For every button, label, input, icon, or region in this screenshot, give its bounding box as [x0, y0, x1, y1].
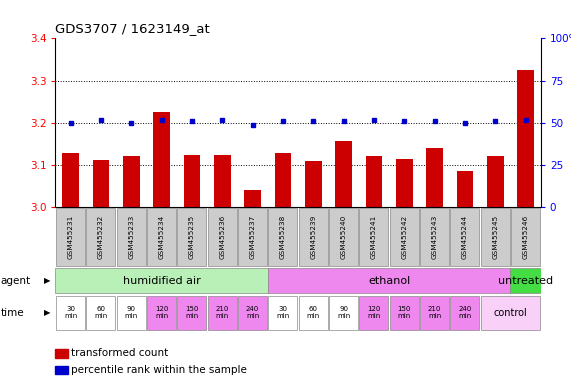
Text: 120
min: 120 min	[155, 306, 168, 319]
Bar	[420, 296, 449, 329]
Bar	[55, 268, 268, 293]
Text: humidified air: humidified air	[123, 276, 200, 286]
Text: GSM455237: GSM455237	[250, 215, 256, 259]
Bar	[244, 190, 261, 207]
Text: ▶: ▶	[43, 308, 50, 317]
Bar	[268, 208, 297, 266]
Bar	[147, 296, 176, 329]
Text: 30
min: 30 min	[64, 306, 77, 319]
Bar	[365, 156, 382, 207]
Text: GSM455234: GSM455234	[159, 215, 164, 259]
Text: GSM455241: GSM455241	[371, 215, 377, 259]
Text: 150
min: 150 min	[397, 306, 411, 319]
Bar	[359, 296, 388, 329]
Text: ethanol: ethanol	[368, 276, 410, 286]
Text: GSM455239: GSM455239	[310, 215, 316, 259]
Text: GDS3707 / 1623149_at: GDS3707 / 1623149_at	[55, 22, 210, 35]
Bar	[56, 208, 85, 266]
Text: 90
min: 90 min	[337, 306, 350, 319]
Text: GSM455238: GSM455238	[280, 215, 286, 259]
Bar	[335, 141, 352, 207]
Bar	[208, 208, 237, 266]
Bar	[517, 70, 534, 207]
Bar	[116, 296, 146, 329]
Bar	[178, 296, 207, 329]
Text: GSM455231: GSM455231	[67, 215, 74, 259]
Bar	[123, 156, 139, 207]
Text: control: control	[493, 308, 527, 318]
Text: GSM455242: GSM455242	[401, 215, 407, 259]
Bar	[329, 296, 358, 329]
Text: 60
min: 60 min	[94, 306, 107, 319]
Bar	[268, 268, 510, 293]
Text: GSM455246: GSM455246	[522, 215, 529, 259]
Bar	[426, 148, 443, 207]
Text: 210
min: 210 min	[215, 306, 229, 319]
Bar	[487, 156, 504, 207]
Text: GSM455244: GSM455244	[462, 215, 468, 259]
Bar	[62, 153, 79, 207]
Bar	[305, 161, 321, 207]
Bar	[238, 296, 267, 329]
Bar	[389, 208, 419, 266]
Bar	[238, 208, 267, 266]
Text: transformed count: transformed count	[71, 348, 168, 358]
Bar	[420, 208, 449, 266]
Text: GSM455232: GSM455232	[98, 215, 104, 259]
Bar	[299, 296, 328, 329]
Bar	[208, 296, 237, 329]
Text: GSM455245: GSM455245	[492, 215, 498, 259]
Bar	[275, 153, 291, 207]
Text: GSM455236: GSM455236	[219, 215, 225, 259]
Bar	[183, 154, 200, 207]
Text: agent: agent	[1, 276, 31, 286]
Text: 150
min: 150 min	[185, 306, 199, 319]
Bar	[299, 208, 328, 266]
Text: 30
min: 30 min	[276, 306, 289, 319]
Bar	[510, 268, 541, 293]
Bar	[389, 296, 419, 329]
Bar	[56, 296, 85, 329]
Bar	[481, 208, 510, 266]
Text: 90
min: 90 min	[124, 306, 138, 319]
Text: GSM455235: GSM455235	[189, 215, 195, 259]
Text: time: time	[1, 308, 24, 318]
Bar	[147, 208, 176, 266]
Bar	[481, 296, 540, 329]
Text: 60
min: 60 min	[307, 306, 320, 319]
Bar	[153, 112, 170, 207]
Text: 210
min: 210 min	[428, 306, 441, 319]
Text: 240
min: 240 min	[459, 306, 472, 319]
Bar	[86, 208, 115, 266]
Bar	[329, 208, 358, 266]
Bar	[511, 208, 540, 266]
Bar	[93, 160, 109, 207]
Bar	[268, 296, 297, 329]
Bar	[86, 296, 115, 329]
Text: untreated: untreated	[498, 276, 553, 286]
Bar	[451, 208, 480, 266]
Text: percentile rank within the sample: percentile rank within the sample	[71, 365, 247, 375]
Bar	[116, 208, 146, 266]
Bar	[178, 208, 207, 266]
Bar	[214, 154, 231, 207]
Bar	[457, 171, 473, 207]
Text: GSM455240: GSM455240	[340, 215, 347, 259]
Bar	[396, 159, 413, 207]
Bar	[359, 208, 388, 266]
Bar	[451, 296, 480, 329]
Text: 240
min: 240 min	[246, 306, 259, 319]
Text: ▶: ▶	[43, 276, 50, 285]
Text: 120
min: 120 min	[367, 306, 381, 319]
Text: GSM455243: GSM455243	[432, 215, 437, 259]
Text: GSM455233: GSM455233	[128, 215, 134, 259]
